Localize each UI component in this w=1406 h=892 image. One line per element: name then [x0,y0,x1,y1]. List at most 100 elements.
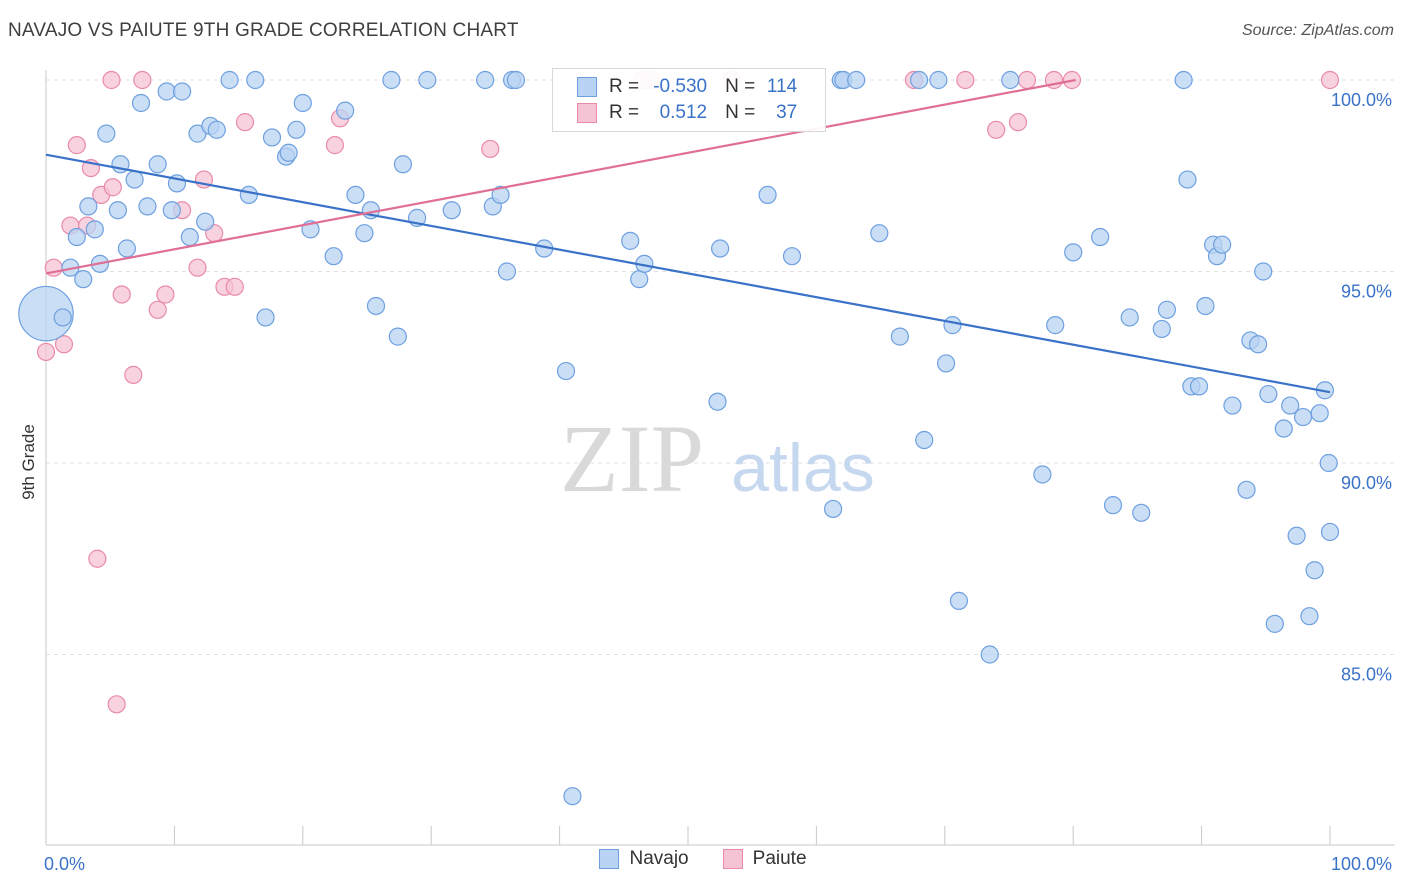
stats-legend: R = -0.530 N = 114 R = 0.512 N = 37 [552,68,826,132]
watermark-atlas: atlas [731,430,875,506]
tick-labels: 85.0% 90.0% 95.0% 100.0% 0.0% 100.0% [44,90,1392,874]
navajo-point [506,70,526,90]
navajo-point [108,201,128,220]
navajo-point [563,787,582,806]
stats-row-paiute: R = 0.512 N = 37 [577,101,797,125]
source-credit: Source: ZipAtlas.com [1241,22,1394,39]
paiute-point [1320,70,1340,90]
navajo-point [1319,453,1338,473]
navajo-point [621,231,640,250]
navajo-point [125,170,144,189]
y-axis-label: 9th Grade [19,424,38,500]
r-label: R = [609,102,640,123]
navajo-point [196,212,215,231]
paiute-legend-swatch [722,849,743,869]
navajo-point [1281,396,1300,415]
legend-navajo[interactable]: Navajo [599,848,689,870]
navajo-point [246,70,265,90]
n-label: N = [725,102,756,123]
navajo-point [1293,407,1313,427]
paiute-point [133,70,152,90]
navajo-point [355,224,374,243]
paiute-point [148,300,167,319]
navajo-point [1174,70,1193,90]
paiute-point [107,695,126,714]
navajo-point [708,392,727,411]
stats-row-navajo: R = -0.530 N = 114 [577,75,797,99]
navajo-point [148,155,167,174]
legend-label-paiute: Paiute [752,848,807,869]
paiute-point [54,335,74,354]
paiute-point [225,277,244,296]
watermark-zip: ZIP [560,405,704,512]
paiute-point [481,139,500,159]
paiute-point [67,136,86,155]
paiute-swatch [577,103,597,123]
navajo-point [1001,70,1020,90]
navajo-point [929,70,948,90]
navajo-point [157,82,176,101]
navajo-n-value: 114 [766,76,798,97]
y-tick-label: 100.0% [1331,90,1392,110]
paiute-r-value: 0.512 [659,102,708,123]
axes [45,70,1395,846]
navajo-point [293,93,312,113]
navajo-point [556,361,576,381]
navajo-point [870,224,889,243]
navajo-point [782,247,802,266]
navajo-point [85,220,104,239]
navajo-point [138,197,157,216]
navajo-point [936,354,956,373]
navajo-point [910,70,929,90]
paiute-points [36,70,1340,714]
navajo-point [1189,377,1209,396]
navajo-point [97,124,116,143]
navajo-point [1300,607,1319,626]
navajo-point [949,591,969,610]
navajo-point [823,499,843,519]
navajo-point [1064,243,1083,262]
navajo-point [1120,308,1139,327]
navajo-point [1033,465,1052,484]
navajo-point [915,430,934,450]
navajo-point [1237,480,1256,499]
navajo-point [382,70,401,90]
navajo-point [1248,335,1268,354]
navajo-point [1046,316,1065,335]
navajo-point [131,93,151,113]
navajo-point [79,197,98,216]
paiute-n-value: 37 [776,102,798,123]
navajo-point [162,201,181,220]
paiute-point [325,136,344,155]
navajo-point [847,70,866,90]
navajo-point [1132,503,1151,522]
navajo-point [1265,614,1284,633]
navajo-point [1213,235,1232,254]
paiute-point [36,342,56,362]
paiute-point [987,120,1006,139]
navajo-point [256,308,275,327]
legend-label-navajo: Navajo [629,848,689,869]
navajo-point [324,247,343,266]
navajo-point [393,155,413,174]
x-tick-label: 0.0% [44,854,85,874]
paiute-point [112,285,131,304]
navajo-swatch [577,77,597,97]
legend-paiute[interactable]: Paiute [722,848,807,870]
navajo-point [173,82,192,101]
navajo-point [1091,227,1110,247]
navajo-point [491,185,510,204]
n-label: N = [725,76,756,97]
navajo-point [388,327,407,346]
navajo-point [630,270,649,289]
navajo-point [18,285,74,342]
navajo-point [53,308,72,327]
navajo-point [239,185,258,204]
navajo-point [980,645,999,664]
navajo-point [1320,522,1340,542]
navajo-point [1274,419,1293,438]
paiute-trend-line [45,78,1076,275]
navajo-point [279,143,298,162]
navajo-point [1287,526,1306,545]
